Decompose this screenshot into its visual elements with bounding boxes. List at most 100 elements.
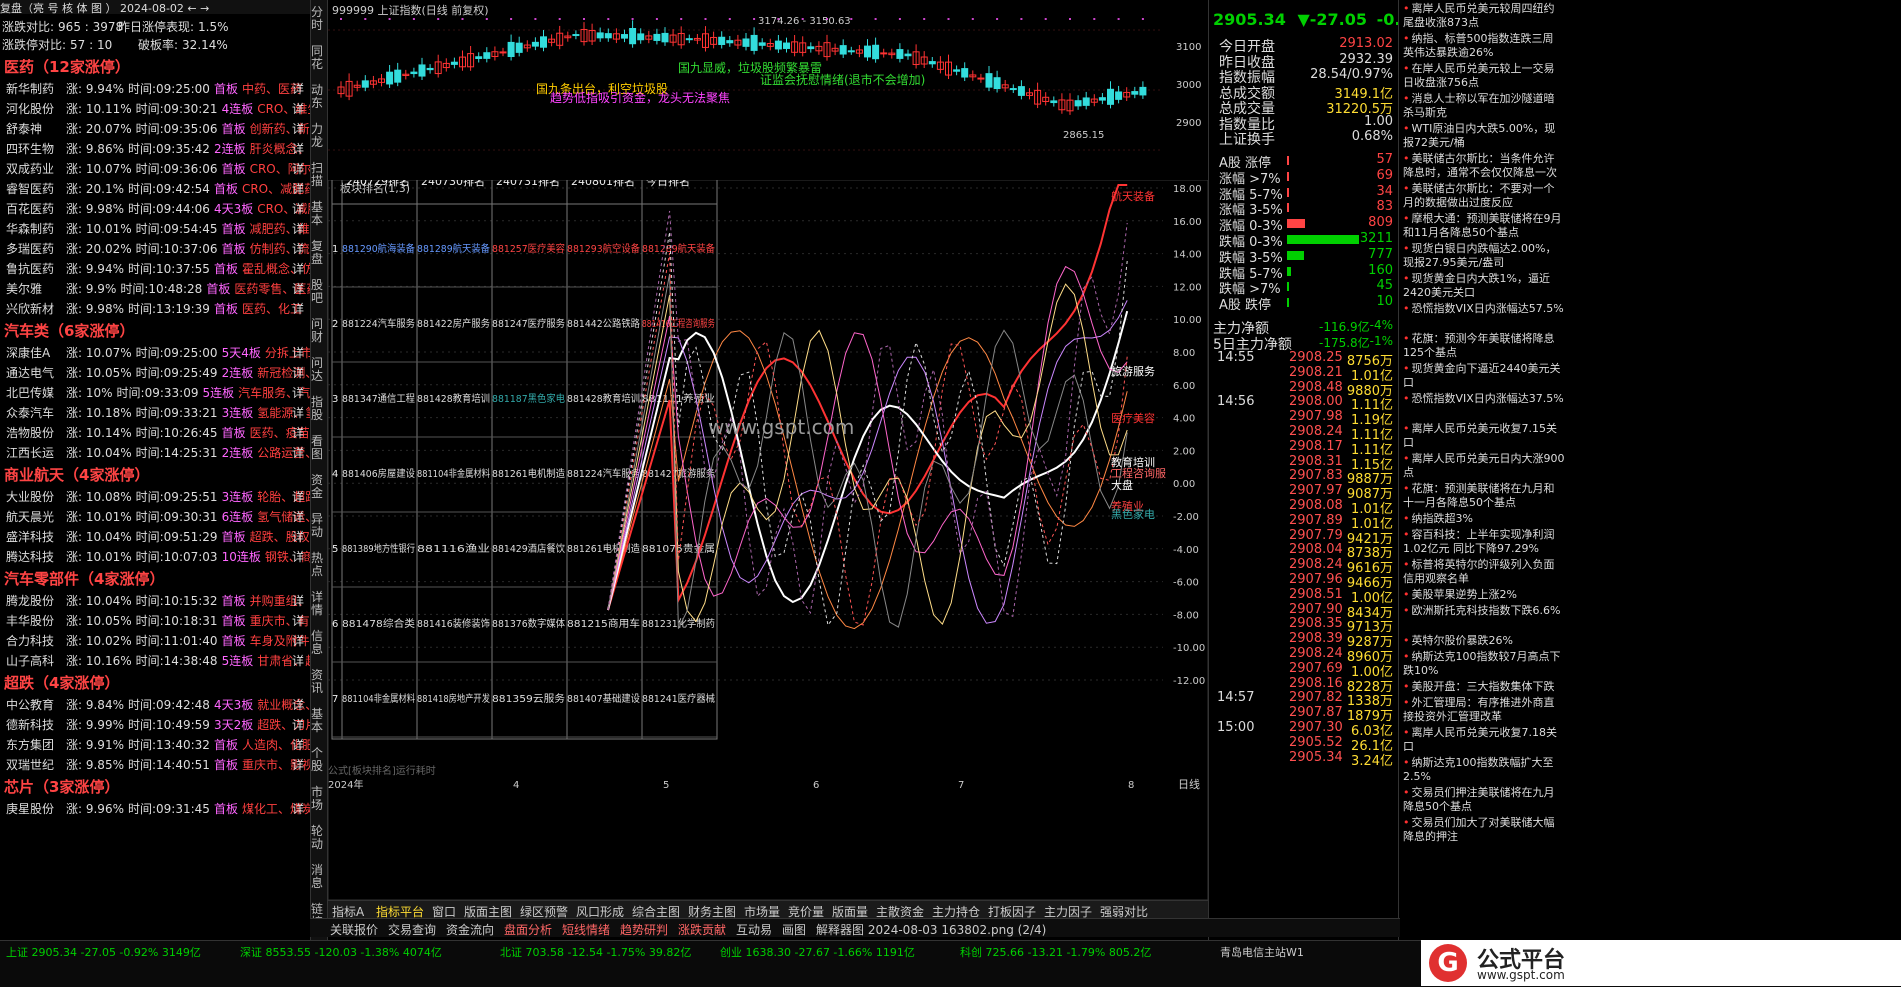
vertical-tab[interactable]: 股吧: [311, 278, 324, 305]
rank-cell[interactable]: 881261电机制造: [492, 467, 565, 480]
vertical-tab[interactable]: 市场: [311, 785, 324, 812]
function-tab[interactable]: 盘面分析: [504, 923, 553, 937]
indicator-tab[interactable]: 竞价量: [788, 905, 825, 919]
vertical-tab[interactable]: 热点: [311, 551, 324, 578]
detail-link[interactable]: 详: [291, 698, 304, 712]
news-item[interactable]: • 交易员们押注美联储将在九月降息50个基点: [1403, 786, 1565, 814]
detail-link[interactable]: 详: [291, 446, 304, 460]
vertical-tab[interactable]: 详情: [311, 590, 324, 617]
stock-row[interactable]: 深康佳A 涨: 10.07%时间:09:25:005天4板分拆上市预期、污染详: [6, 344, 310, 364]
rank-cell[interactable]: 881429酒店餐饮: [492, 542, 565, 555]
indicator-tab[interactable]: 强弱对比: [1100, 905, 1149, 919]
status-kc[interactable]: 科创 725.66 -13.21 -1.79% 805.2亿: [960, 946, 1152, 959]
function-tab[interactable]: 关联报价: [330, 923, 379, 937]
rank-cell[interactable]: 881224汽车服务: [567, 467, 640, 480]
stock-row[interactable]: 庚星股份 涨: 9.96% 时间:09:31:45 首板 煤化工、煤炭详: [6, 800, 310, 820]
vertical-tab[interactable]: 同花: [311, 44, 324, 71]
rank-cell[interactable]: 881261电机制造: [567, 542, 640, 555]
status-bz[interactable]: 北证 703.58 -12.54 -1.75% 39.82亿: [500, 946, 692, 959]
news-item[interactable]: • 消息人士称以军在加沙隧道暗杀马斯克: [1403, 92, 1565, 120]
rank-cell[interactable]: 881224汽车服务: [342, 317, 415, 330]
status-broker[interactable]: 青岛电信主站W1: [1220, 946, 1304, 959]
sector-title[interactable]: 汽车类（6家涨停）: [4, 322, 135, 340]
rank-cell[interactable]: 881104非金属材料: [417, 467, 490, 480]
sector-rank-chart[interactable]: 板块排名(1,3) 18.0016.0014.0012.0010.008.006.…: [328, 180, 1208, 900]
function-tab[interactable]: 趋势研判: [620, 923, 669, 937]
indicator-tab[interactable]: 指标平台: [376, 905, 425, 919]
detail-link[interactable]: 详: [291, 162, 304, 176]
indicator-tab[interactable]: 打板因子: [988, 905, 1037, 919]
rank-cell[interactable]: 881389地方性银行: [342, 542, 415, 555]
vertical-tab[interactable]: 轮动: [311, 824, 324, 851]
vertical-tab[interactable]: 信息: [311, 629, 324, 656]
news-item[interactable]: • 纳指跌超3%: [1403, 512, 1565, 526]
news-item[interactable]: • 标普将英特尔的评级列入负面信用观察名单: [1403, 558, 1565, 586]
function-tab[interactable]: 互动易: [736, 923, 773, 937]
vertical-tab[interactable]: 指股: [311, 395, 324, 422]
detail-link[interactable]: 详: [291, 490, 304, 504]
detail-link[interactable]: 详: [291, 142, 304, 156]
function-tab[interactable]: 交易查询: [388, 923, 437, 937]
function-tab[interactable]: 涨跌贡献: [678, 923, 727, 937]
news-item[interactable]: • 欧洲斯托克科技指数下跌6.6%: [1403, 604, 1565, 618]
status-cy[interactable]: 创业 1638.30 -27.67 -1.66% 1191亿: [720, 946, 915, 959]
vertical-tab[interactable]: 看图: [311, 434, 324, 461]
detail-link[interactable]: 详: [291, 122, 304, 136]
detail-link[interactable]: 详: [291, 302, 304, 316]
news-item[interactable]: • 花旗：预测美联储将在九月和十一月各降息50个基点: [1403, 482, 1565, 510]
indicator-tab[interactable]: 主力因子: [1044, 905, 1093, 919]
detail-link[interactable]: 详: [291, 386, 304, 400]
news-item[interactable]: • 美联储古尔斯比：不要对一个月的数据做出过度反应: [1403, 182, 1565, 210]
detail-link[interactable]: 详: [291, 550, 304, 564]
news-item[interactable]: • 离岸人民币兑美元收复7.15关口: [1403, 422, 1565, 450]
rank-cell[interactable]: 881428教育培训: [417, 392, 490, 405]
news-item[interactable]: • 离岸人民币兑美元较周四纽约尾盘收涨873点: [1403, 2, 1565, 30]
vertical-tab[interactable]: 个股: [311, 746, 324, 773]
stock-row[interactable]: 东方集团 涨: 9.91% 时间:13:40:32 首板 人造肉、化肥详: [6, 736, 310, 756]
status-sh[interactable]: 上证 2905.34 -27.05 -0.92% 3149亿: [6, 946, 201, 959]
detail-link[interactable]: 详: [291, 282, 304, 296]
news-item[interactable]: • 纳斯达克100指数跌幅扩大至2.5%: [1403, 756, 1565, 784]
rank-cell[interactable]: 881422房产服务: [417, 317, 490, 330]
news-item[interactable]: • 美股开盘：三大指数集体下跌: [1403, 680, 1565, 694]
news-item[interactable]: • WTI原油日内大跌5.00%，现报72美元/桶: [1403, 122, 1565, 150]
stock-row[interactable]: 美尔雅 涨: 9.9% 时间:10:48:28 首板 医药零售、医药详: [6, 280, 310, 300]
vertical-tab[interactable]: 问财: [311, 317, 324, 344]
sector-title[interactable]: 超跌（4家涨停）: [4, 674, 120, 692]
function-tab[interactable]: 短线情绪: [562, 923, 611, 937]
rank-cell[interactable]: 881406房屋建设: [342, 467, 415, 480]
detail-link[interactable]: 详: [291, 614, 304, 628]
detail-link[interactable]: 详: [291, 426, 304, 440]
indicator-tab[interactable]: 财务主图: [688, 905, 737, 919]
rank-cell[interactable]: 881257医疗美容: [492, 242, 565, 255]
indicator-tab[interactable]: 版面主图: [464, 905, 513, 919]
sector-title[interactable]: 商业航天（4家涨停）: [4, 466, 150, 484]
detail-link[interactable]: 详: [291, 530, 304, 544]
detail-link[interactable]: 详: [291, 406, 304, 420]
detail-link[interactable]: 详: [291, 262, 304, 276]
detail-link[interactable]: 详: [291, 242, 304, 256]
sector-title[interactable]: 芯片（3家涨停）: [4, 778, 120, 796]
detail-link[interactable]: 详: [291, 510, 304, 524]
news-item[interactable]: • 现货黄金日内大跌1%，逼近2420美元关口: [1403, 272, 1565, 300]
rank-cell[interactable]: 881293航空设备: [567, 242, 640, 255]
kline-chart[interactable]: 999999 上证指数(日线 前复权) 3100 3000 2900 3174.26 -…: [328, 0, 1208, 180]
news-item[interactable]: • 恐慌指数VIX日内涨幅达57.5%: [1403, 302, 1565, 316]
rank-cell[interactable]: 881427旅游服务: [642, 467, 715, 480]
sector-title[interactable]: 医药（12家涨停）: [4, 58, 130, 76]
detail-link[interactable]: 详: [291, 202, 304, 216]
news-item[interactable]: • 恐慌指数VIX日内涨幅达37.5%: [1403, 392, 1565, 406]
news-item[interactable]: • 花旗：预测今年美联储将降息125个基点: [1403, 332, 1565, 360]
vertical-tab[interactable]: 力龙: [311, 122, 324, 149]
indicator-tab[interactable]: 主力持仓: [932, 905, 981, 919]
